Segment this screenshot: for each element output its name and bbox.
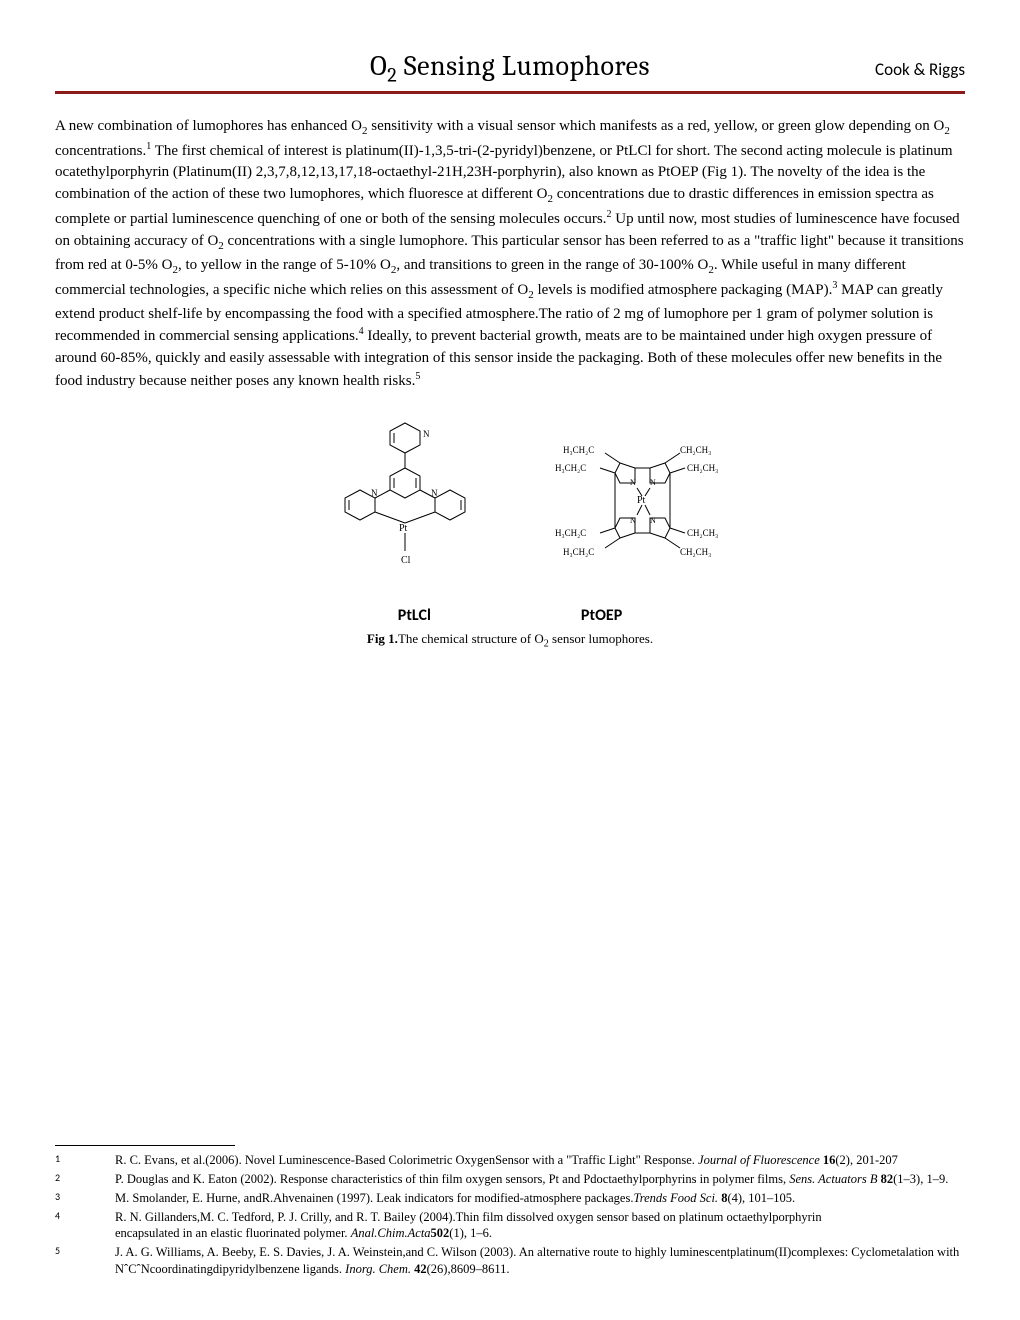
footnotes: 1 R. C. Evans, et al.(2006). Novel Lumin…	[55, 1145, 965, 1280]
label-ptoep: PtOEP	[581, 606, 622, 625]
svg-text:H₃CH₂C: H₃CH₂C	[563, 445, 594, 455]
title-prefix: O	[370, 50, 387, 82]
footnote-text: M. Smolander, E. Hurne, andR.Ahvenainen …	[115, 1190, 965, 1207]
title-sub: 2	[387, 64, 397, 87]
footnote-text: R. C. Evans, et al.(2006). Novel Lumines…	[115, 1152, 965, 1169]
svg-text:N: N	[423, 429, 430, 439]
footnote-num: 2	[55, 1171, 115, 1188]
footnote-3: 3 M. Smolander, E. Hurne, andR.Ahvenaine…	[55, 1190, 965, 1207]
svg-text:N: N	[650, 478, 656, 487]
figure-caption: Fig 1.The chemical structure of O2 senso…	[55, 631, 965, 650]
page-title: O2 Sensing Lumophores	[255, 50, 765, 87]
footnote-text: J. A. G. Williams, A. Beeby, E. S. Davie…	[115, 1244, 965, 1278]
title-suffix: Sensing Lumophores	[397, 50, 650, 82]
footnote-num: 4	[55, 1209, 115, 1243]
svg-text:N: N	[630, 516, 636, 525]
footnote-2: 2 P. Douglas and K. Eaton (2002). Respon…	[55, 1171, 965, 1188]
footnote-num: 5	[55, 1244, 115, 1278]
label-ptlcl: PtLCl	[398, 606, 431, 625]
svg-text:N: N	[431, 488, 438, 498]
svg-text:N: N	[630, 478, 636, 487]
svg-text:CH₂CH₃: CH₂CH₃	[687, 463, 718, 473]
svg-text:H₃CH₂C: H₃CH₂C	[555, 528, 586, 538]
svg-text:Pt: Pt	[399, 523, 408, 534]
footnote-text: P. Douglas and K. Eaton (2002). Response…	[115, 1171, 965, 1188]
svg-text:N: N	[371, 488, 378, 498]
authors: Cook & Riggs	[765, 59, 965, 80]
svg-text:H₃CH₂C: H₃CH₂C	[555, 463, 586, 473]
footnote-4: 4 R. N. Gillanders,M. C. Tedford, P. J. …	[55, 1209, 965, 1243]
svg-text:Cl: Cl	[401, 555, 411, 566]
body-paragraph: A new combination of lumophores has enha…	[55, 116, 965, 393]
svg-text:CH₂CH₃: CH₂CH₃	[680, 445, 711, 455]
footnote-rule	[55, 1145, 235, 1146]
page-header: O2 Sensing Lumophores Cook & Riggs	[55, 50, 965, 94]
svg-text:CH₂CH₃: CH₂CH₃	[687, 528, 718, 538]
footnote-text: R. N. Gillanders,M. C. Tedford, P. J. Cr…	[115, 1209, 965, 1243]
svg-text:Pt: Pt	[637, 495, 646, 506]
figure-1: N N N Pt Cl Pt	[55, 413, 965, 650]
svg-text:N: N	[650, 516, 656, 525]
svg-text:CH₂CH₃: CH₂CH₃	[680, 547, 711, 557]
svg-text:H₃CH₂C: H₃CH₂C	[563, 547, 594, 557]
molecule-diagram: N N N Pt Cl Pt	[295, 413, 725, 593]
molecule-labels: PtLCl PtOEP	[55, 606, 965, 625]
footnote-5: 5 J. A. G. Williams, A. Beeby, E. S. Dav…	[55, 1244, 965, 1278]
footnote-num: 1	[55, 1152, 115, 1169]
footnote-num: 3	[55, 1190, 115, 1207]
footnote-1: 1 R. C. Evans, et al.(2006). Novel Lumin…	[55, 1152, 965, 1169]
